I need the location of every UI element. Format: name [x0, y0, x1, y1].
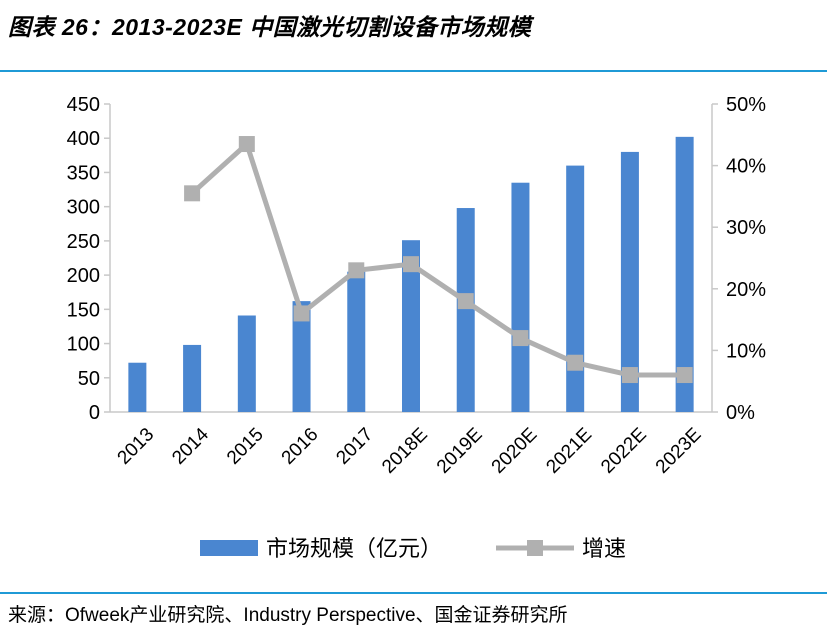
bar	[292, 301, 311, 412]
bar	[237, 315, 256, 412]
line-point	[293, 305, 310, 322]
line-point	[567, 354, 584, 371]
right-tick-label: 10%	[726, 340, 766, 362]
bar	[183, 344, 202, 412]
bar	[620, 151, 639, 412]
x-tick-label: 2014	[168, 424, 213, 469]
line-point	[348, 262, 365, 279]
line-point	[238, 136, 255, 153]
right-tick-label: 30%	[726, 217, 766, 239]
left-tick-label: 250	[67, 231, 100, 253]
left-tick-label: 150	[67, 299, 100, 321]
legend-bar-swatch	[200, 540, 258, 556]
legend-line-marker	[527, 540, 543, 556]
right-tick-label: 0%	[726, 402, 755, 424]
left-tick-label: 0	[89, 402, 100, 424]
x-tick-label: 2019E	[433, 424, 487, 478]
x-tick-label: 2023E	[652, 424, 706, 478]
left-tick-label: 450	[67, 94, 100, 116]
x-tick-label: 2020E	[488, 424, 542, 478]
x-tick-label: 2021E	[542, 424, 596, 478]
bar	[402, 240, 420, 412]
line-series	[184, 136, 693, 384]
x-tick-label: 2022E	[597, 424, 651, 478]
legend-bar-label: 市场规模（亿元）	[266, 536, 442, 561]
left-tick-label: 100	[67, 334, 100, 356]
legend: 市场规模（亿元） 增速	[200, 536, 626, 561]
line-point	[457, 293, 474, 310]
bar	[511, 182, 530, 412]
left-tick-label: 300	[67, 197, 100, 219]
legend-line-label: 增速	[582, 536, 626, 561]
left-tick-label: 350	[67, 162, 100, 184]
chart-canvas: 0 50 100 150 200 250 300 350 400 450 0% 10% 20% 30% 40…	[67, 94, 767, 561]
bar	[128, 362, 147, 412]
left-tick-label: 200	[67, 265, 100, 287]
figure-title: 图表 26：2013-2023E 中国激光切割设备市场规模	[8, 14, 532, 40]
left-tick-label: 50	[78, 368, 100, 390]
bar-series	[128, 136, 694, 412]
bar	[675, 136, 694, 412]
bar	[347, 271, 366, 412]
growth-line	[190, 141, 685, 378]
bar	[456, 208, 475, 412]
right-tick-label: 50%	[726, 94, 766, 116]
right-tick-label: 40%	[726, 156, 766, 178]
x-tick-label: 2015	[223, 424, 268, 469]
left-tick-label: 400	[67, 128, 100, 150]
line-point	[403, 256, 419, 273]
bar	[566, 165, 585, 412]
source-rule	[0, 592, 827, 594]
x-tick-label: 2017	[332, 424, 377, 469]
line-point	[676, 367, 693, 384]
x-tick-label: 2013	[114, 424, 159, 469]
x-tick-label: 2018E	[378, 424, 432, 478]
source-note: 来源：Ofweek产业研究院、Industry Perspective、国金证券…	[8, 605, 568, 626]
line-point	[621, 367, 638, 384]
title-rule	[0, 70, 827, 72]
line-point	[512, 330, 529, 347]
x-tick-label: 2016	[278, 424, 323, 469]
line-point	[184, 185, 201, 202]
right-tick-label: 20%	[726, 279, 766, 301]
